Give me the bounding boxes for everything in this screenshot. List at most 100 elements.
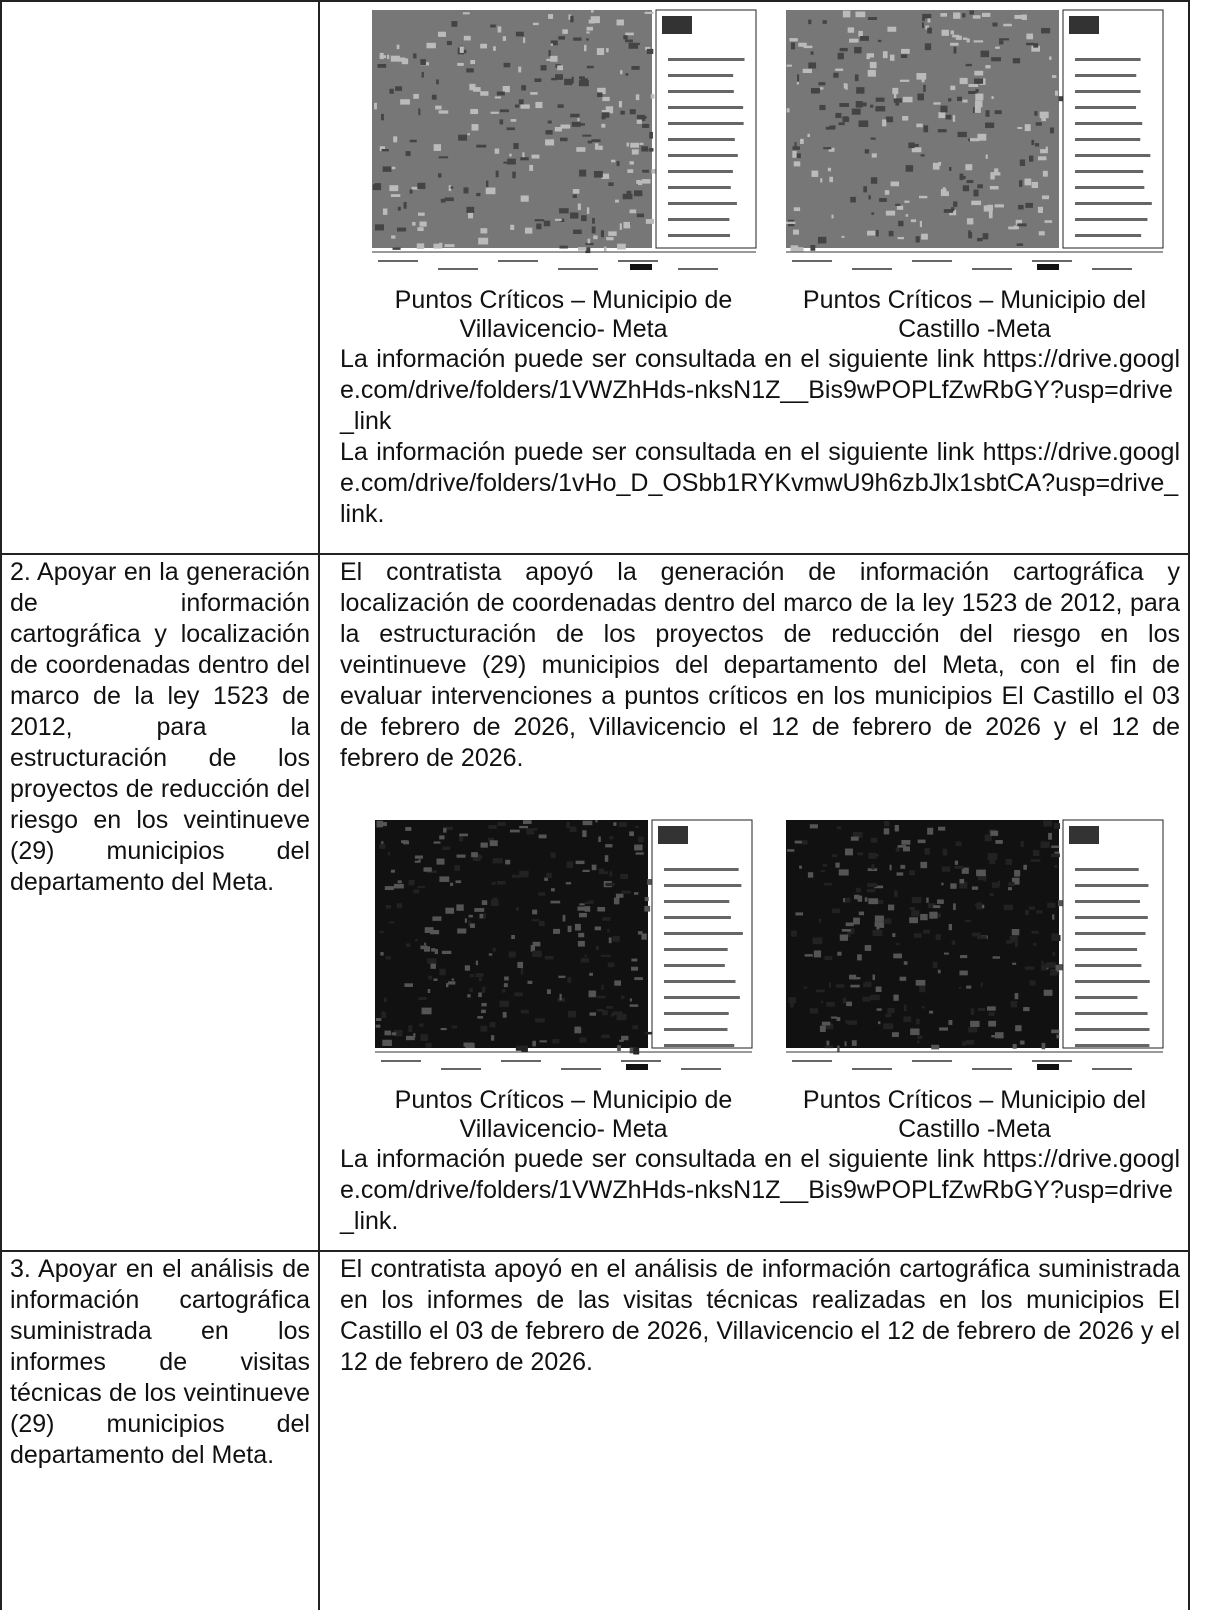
map-detail — [920, 154, 925, 157]
description: El contratista apoyó la generación de in… — [340, 558, 1180, 772]
map-detail — [475, 960, 479, 966]
map-detail — [613, 1011, 623, 1016]
map-detail — [850, 836, 859, 841]
map-detail — [966, 38, 970, 43]
map-detail — [586, 65, 594, 69]
map-detail — [620, 873, 628, 879]
map-detail — [1054, 851, 1060, 855]
map-detail — [481, 1002, 487, 1007]
map-detail — [465, 1042, 475, 1049]
map-detail — [478, 992, 482, 998]
map-detail — [975, 93, 984, 101]
map-detail — [925, 25, 929, 30]
figures: Puntos Críticos – Municipio de Villavicen… — [366, 8, 1172, 344]
map-detail — [667, 90, 734, 93]
map-detail — [385, 904, 392, 909]
map-detail — [421, 1007, 432, 1015]
caption-line: Castillo -Meta — [898, 1115, 1051, 1143]
map-detail — [465, 68, 474, 73]
map-detail — [612, 936, 620, 942]
map-detail — [618, 822, 627, 827]
map-detail — [634, 977, 643, 981]
map-detail — [1041, 115, 1046, 122]
map-detail — [595, 946, 599, 951]
map-detail — [450, 186, 453, 189]
map-detail — [893, 994, 899, 1001]
map-detail — [380, 113, 384, 121]
map-detail — [864, 149, 870, 154]
map-detail — [1031, 139, 1035, 146]
map-detail — [989, 893, 994, 897]
map-detail — [386, 54, 389, 60]
map-detail — [471, 852, 478, 858]
map-detail — [582, 830, 587, 838]
map-detail — [837, 951, 842, 956]
map-detail — [390, 235, 395, 239]
map-detail — [428, 975, 433, 980]
map-detail — [824, 956, 833, 961]
map-detail — [430, 963, 436, 969]
map-detail — [980, 982, 983, 987]
map-detail — [908, 142, 915, 149]
map-detail — [444, 244, 454, 248]
map-detail — [600, 173, 609, 179]
map-detail — [910, 1028, 920, 1036]
map-detail — [837, 52, 844, 60]
map-detail — [1075, 916, 1148, 919]
map-detail — [502, 1011, 507, 1018]
map-detail — [575, 147, 585, 152]
map-detail — [598, 868, 605, 875]
map-detail — [577, 247, 586, 251]
map-detail — [835, 862, 840, 868]
map-detail — [558, 245, 568, 249]
figure: Puntos Críticos – Municipio del Castillo … — [777, 8, 1172, 344]
map-detail — [489, 840, 498, 847]
map-detail — [631, 958, 638, 962]
map-detail — [859, 36, 869, 41]
map-detail — [933, 102, 941, 105]
map-detail — [427, 958, 437, 964]
map-detail — [847, 27, 855, 33]
map-detail — [629, 1004, 639, 1007]
map-detail — [644, 1031, 652, 1035]
map-detail — [994, 168, 999, 176]
map-detail — [820, 1000, 823, 1003]
map-detail — [638, 836, 644, 843]
map-detail — [841, 235, 845, 238]
map-detail — [966, 180, 974, 184]
map-detail — [821, 1021, 831, 1026]
map-detail — [845, 1020, 848, 1024]
map-detail — [594, 143, 598, 150]
map-detail — [950, 85, 956, 91]
map-detail — [664, 996, 740, 999]
map-detail — [650, 94, 654, 99]
map-detail — [954, 865, 964, 869]
map-detail — [1075, 980, 1150, 983]
map-detail — [1007, 887, 1012, 891]
map-detail — [664, 868, 739, 871]
map-detail — [975, 100, 983, 108]
map-detail — [433, 978, 438, 981]
map-detail — [950, 30, 954, 35]
map-detail — [384, 1030, 391, 1036]
map-detail — [522, 820, 532, 825]
map-detail — [629, 142, 639, 148]
map-detail — [628, 42, 638, 49]
map-detail — [550, 40, 558, 46]
map-detail — [794, 142, 797, 149]
map-detail — [868, 852, 877, 859]
map-detail — [990, 172, 1001, 176]
map-detail — [381, 841, 384, 845]
map-detail — [567, 925, 572, 933]
map-detail — [992, 956, 1000, 959]
map-detail — [376, 820, 383, 828]
map-detail — [793, 161, 801, 167]
map-detail — [497, 260, 538, 262]
map-detail — [895, 102, 900, 106]
map-detail — [1021, 14, 1027, 20]
map-detail — [609, 836, 614, 840]
map-detail — [557, 268, 598, 270]
map-detail — [1075, 964, 1142, 967]
map-detail — [959, 173, 964, 181]
map-detail — [847, 933, 851, 937]
